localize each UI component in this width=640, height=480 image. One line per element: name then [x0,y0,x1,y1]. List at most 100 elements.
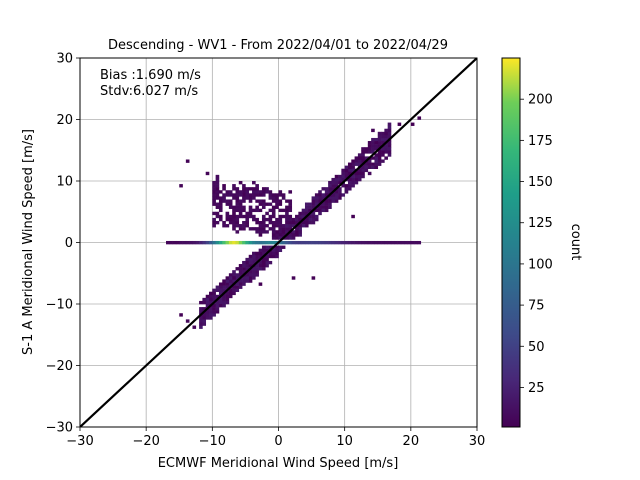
heatmap-cell [344,187,349,191]
heatmap-cell [268,227,273,231]
heatmap-cell [218,208,223,213]
heatmap-cell [367,171,372,176]
heatmap-cell [387,147,392,151]
heatmap-cell [357,171,362,176]
heatmap-cell [288,227,293,231]
heatmap-cell [377,141,382,145]
heatmap-cell [351,184,355,188]
heatmap-cell [235,267,240,271]
heatmap-cell [377,134,382,139]
heatmap-cell [275,245,279,249]
heatmap-cell [314,217,319,222]
heatmap-cell [225,285,230,289]
heatmap-cell [261,217,266,222]
heatmap-cell [215,288,220,292]
heatmap-cell [212,211,216,216]
heatmap-cell [235,282,240,286]
heatmap-cell [364,168,369,173]
heatmap-cell [318,240,322,245]
x-tick-label: 10 [336,434,353,449]
heatmap-cell [318,193,322,197]
heatmap-cell [271,240,276,245]
heatmap-cell [304,202,309,206]
heatmap-cell [314,199,319,203]
heatmap-cell [252,260,256,265]
heatmap-cell [387,134,392,139]
heatmap-cell [225,291,230,296]
heatmap-cell [202,319,207,323]
heatmap-cell [195,240,200,245]
heatmap-cell [278,220,283,225]
x-tick-label: 20 [403,434,420,449]
heatmap-cell [248,257,253,262]
heatmap-cell [189,240,193,245]
heatmap-cell [228,273,233,277]
heatmap-cell [245,196,250,200]
heatmap-cell [281,214,286,219]
heatmap-cell [367,147,372,151]
heatmap-cell [331,196,336,200]
heatmap-cell [347,187,352,191]
heatmap-cell [384,156,388,160]
heatmap-cell [285,230,289,234]
heatmap-cell [351,162,355,166]
heatmap-cell [374,153,379,157]
heatmap-cell [341,177,345,182]
heatmap-cell [295,214,299,219]
heatmap-cell [288,236,293,240]
heatmap-cell [232,291,236,296]
heatmap-cell [324,199,329,203]
heatmap-cell [351,168,355,173]
heatmap-cell [331,199,336,203]
heatmap-cell [179,184,183,188]
heatmap-cell [248,276,253,280]
heatmap-cell [202,313,207,317]
heatmap-cell [278,245,283,249]
heatmap-cell [212,190,216,194]
heatmap-cell [377,131,382,136]
heatmap-cell [275,205,279,209]
heatmap-cell [278,236,283,240]
heatmap-cell [255,240,259,245]
heatmap-cell [265,211,269,216]
heatmap-cell [212,196,216,200]
heatmap-cell [334,177,339,182]
heatmap-cell [222,282,226,286]
colorbar-ticks: 25 50 75 100 125 150 175 200 [520,93,553,396]
y-tick-label: 10 [56,175,73,190]
heatmap-cell [252,217,256,222]
heatmap-cell [371,128,375,133]
heatmap-cell [169,240,173,245]
heatmap-cell [218,199,223,203]
heatmap-cell [242,267,246,271]
heatmap-cell [341,168,345,173]
heatmap-cell [248,260,253,265]
heatmap-cell [261,248,266,253]
heatmap-cell [212,220,216,225]
heatmap-cell [265,257,269,262]
heatmap-cell [275,251,279,256]
heatmap-cell [255,190,259,194]
y-tick-label: 20 [56,113,73,128]
heatmap-cell [334,240,339,245]
heatmap-cell [304,217,309,222]
heatmap-cell [209,316,213,320]
heatmap-cell [232,279,236,283]
heatmap-cell [314,208,319,213]
heatmap-cell [298,217,302,222]
heatmap-cell [321,193,326,197]
heatmap-cell [278,214,283,219]
heatmap-cell [371,156,375,160]
heatmap-cell [278,240,283,245]
heatmap-cell [222,297,226,302]
heatmap-cell [271,214,276,219]
heatmap-cell [238,181,243,185]
heatmap-cell [261,260,266,265]
heatmap-cell [225,276,230,280]
heatmap-cell [212,294,216,299]
y-tick-label: −30 [46,421,73,436]
chart-title: Descending - WV1 - From 2022/04/01 to 20… [108,38,448,53]
heatmap-cell [218,240,223,245]
heatmap-cell [384,131,388,136]
heatmap-cell [298,214,302,219]
